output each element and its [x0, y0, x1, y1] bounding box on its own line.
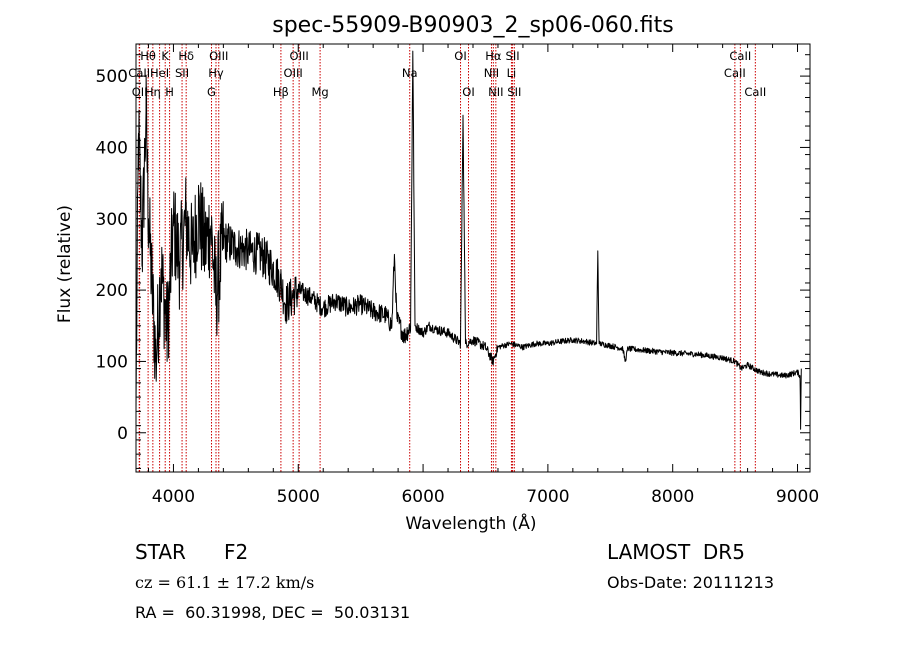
plot-frame	[135, 43, 811, 473]
line-marker-label-25: CaII	[729, 49, 751, 63]
line-marker-label-0: Hθ	[140, 49, 156, 63]
x-tick-label-0: 4000	[152, 487, 195, 507]
y-tick-label-5: 500	[96, 67, 128, 87]
chart-title: spec-55909-B90903_2_sp06-060.fits	[272, 13, 674, 38]
y-axis-label: Flux (relative)	[55, 205, 75, 323]
line-marker-label-14: Hβ	[273, 85, 289, 99]
x-axis-label: Wavelength (Å)	[405, 512, 536, 534]
line-marker-label-8: H	[165, 85, 174, 99]
object-class: STAR	[135, 540, 186, 564]
line-marker-label-16: Na	[402, 66, 418, 80]
spectral-line-markers	[138, 44, 756, 472]
line-marker-label-26: CaII	[724, 66, 746, 80]
y-tick-label-3: 300	[96, 210, 128, 230]
x-tick-label-3: 7000	[526, 487, 569, 507]
line-marker-label-13: OIII	[284, 66, 303, 80]
observation-date: Obs-Date: 20111213	[607, 573, 775, 592]
line-marker-label-5: Hη	[145, 85, 161, 99]
x-tick-label-4: 8000	[651, 487, 694, 507]
line-marker-label-20: NII	[484, 66, 499, 80]
line-marker-label-17: OI	[454, 49, 466, 63]
line-marker-label-1: CaII	[128, 66, 150, 80]
y-tick-label-0: 0	[117, 424, 128, 444]
y-tick-label-4: 400	[96, 138, 128, 158]
survey-name: LAMOST DR5	[607, 540, 745, 564]
x-tick-label-5: 9000	[776, 487, 819, 507]
line-marker-label-21: NII	[488, 85, 503, 99]
line-marker-label-7: SII	[175, 66, 189, 80]
spectrum-line	[135, 50, 802, 430]
x-axis-ticks: 4000 5000 6000 7000 8000 9000	[147, 44, 819, 507]
line-marker-label-11: G	[207, 85, 216, 99]
x-tick-label-1: 5000	[277, 487, 320, 507]
line-marker-label-3: K	[161, 49, 169, 63]
y-axis-ticks: 0 100 200 300 400 500	[96, 54, 810, 469]
line-marker-label-22: SII	[506, 49, 520, 63]
line-marker-label-6: Hδ	[178, 49, 194, 63]
line-marker-label-15: Mg	[311, 85, 328, 99]
x-tick-label-2: 6000	[401, 487, 444, 507]
line-marker-label-18: OI	[462, 85, 474, 99]
line-marker-label-24: SII	[507, 85, 521, 99]
line-marker-label-27: CaII	[744, 85, 766, 99]
ra-dec-coordinates: RA = 60.31998, DEC = 50.03131	[135, 603, 411, 622]
y-tick-label-1: 100	[96, 352, 128, 372]
line-marker-label-4: HeI	[150, 66, 169, 80]
object-subclass: F2	[224, 540, 249, 564]
line-marker-label-9: OIII	[209, 49, 228, 63]
line-marker-label-10: Hγ	[208, 66, 224, 80]
line-marker-label-19: Hα	[485, 49, 502, 63]
redshift-cz: cz = 61.1 ± 17.2 km/s	[135, 573, 315, 592]
line-marker-label-23: Li	[507, 66, 517, 80]
line-marker-label-12: OIII	[290, 49, 309, 63]
y-tick-label-2: 200	[96, 281, 128, 301]
